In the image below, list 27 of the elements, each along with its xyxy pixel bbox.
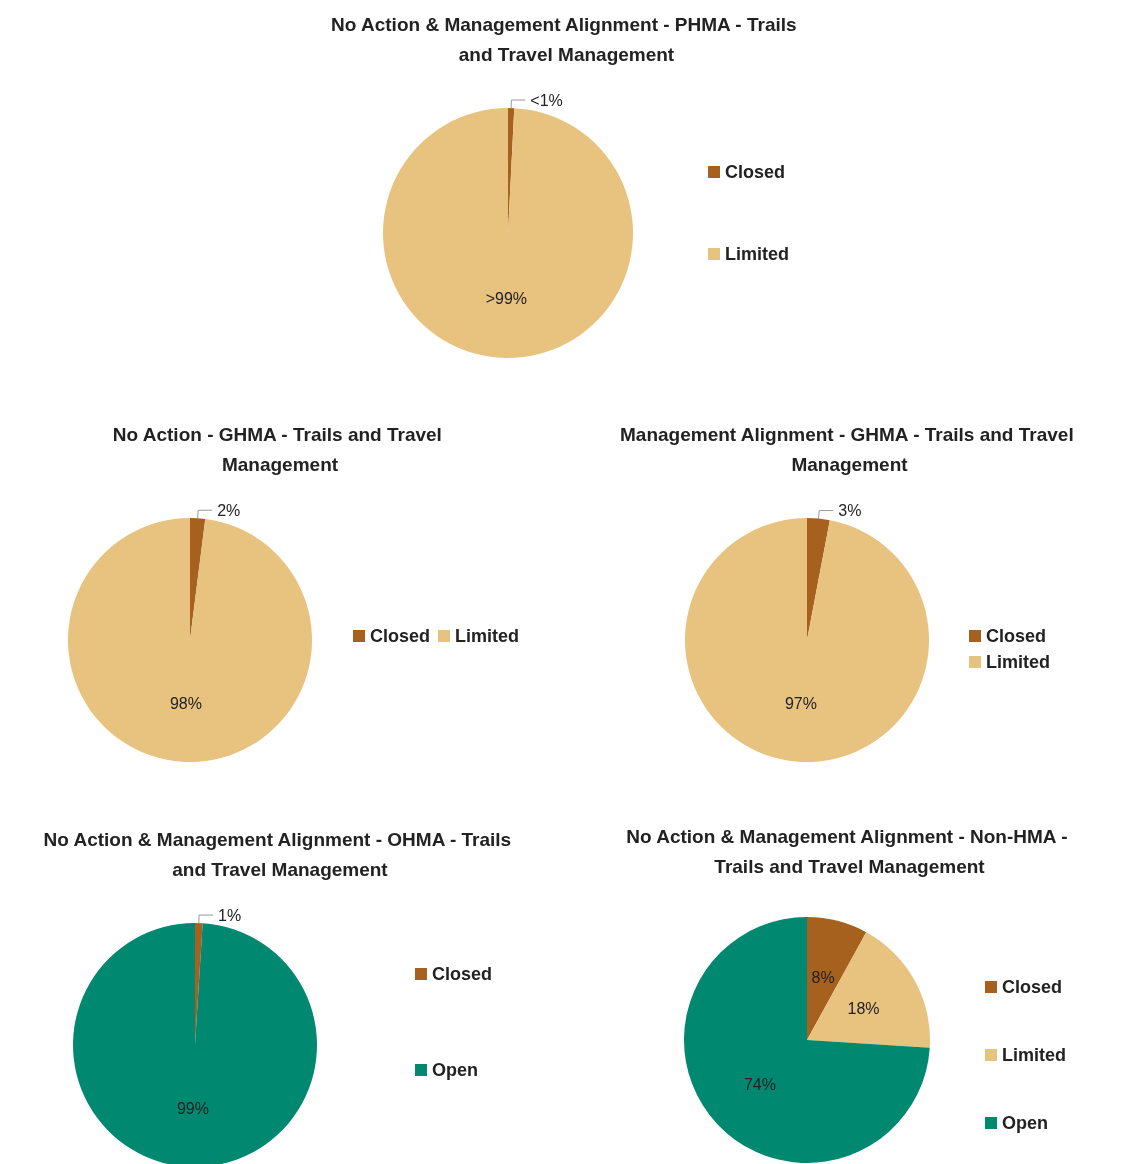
chart-title: No Action - GHMA - Trails and Travel Management [112,423,448,475]
legend-label: Closed [1002,977,1063,997]
data-label: 8% [811,969,835,987]
legend-label: Open [1002,1113,1049,1133]
data-label: 18% [847,1000,880,1018]
legend-label: Closed [986,626,1047,646]
legend-label: Closed [370,626,431,646]
legend-label: Limited [986,652,1051,672]
data-label: 2% [217,501,241,519]
chart-title: No Action & Management Alignment - PHMA - Trails and Travel Management [331,13,802,65]
data-label: <1% [530,91,563,109]
chart-title: No Action & Management Alignment - OHMA - Trails and Travel Management [43,828,517,880]
legend-label: Closed [432,964,493,984]
data-label: 3% [838,502,862,520]
legend-label: Closed [725,162,786,182]
data-label: 97% [784,695,817,713]
data-label: 98% [169,695,202,713]
legend-label: Limited [455,626,520,646]
data-label: >99% [485,289,528,307]
chart-title: Management Alignment - GHMA - Trails and Travel Management [620,423,1079,475]
data-label: 1% [218,906,242,924]
chart-title: No Action & Management Alignment - Non-HMA - Trails and Travel Management [626,825,1073,877]
legend-label: Open [432,1060,479,1080]
legend-label: Limited [1002,1045,1067,1065]
data-label: 74% [743,1075,776,1093]
legend-label: Limited [725,244,790,264]
data-label: 99% [176,1100,210,1118]
